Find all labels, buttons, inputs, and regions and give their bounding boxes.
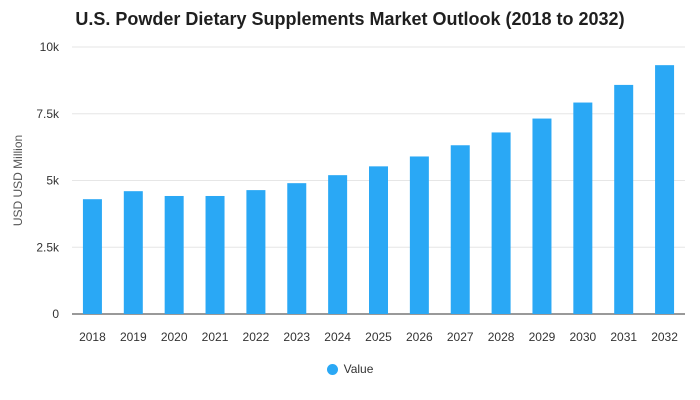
y-tick-label: 10k	[40, 40, 60, 54]
bar-2028[interactable]	[491, 132, 511, 314]
x-tick-label: 2021	[202, 330, 229, 344]
y-axis-title: USD USD Million	[11, 135, 25, 226]
legend-swatch-value	[326, 363, 338, 375]
bar-2022[interactable]	[246, 190, 266, 314]
bar-2024[interactable]	[328, 175, 348, 314]
bar-2032[interactable]	[655, 65, 675, 314]
x-axis-ticks: 2018 2019 2020 2021 2022 2023 2024 2025 2026 2027…	[79, 330, 678, 344]
bar-2025[interactable]	[369, 166, 388, 314]
x-tick-label: 2029	[529, 330, 556, 344]
x-tick-label: 2031	[610, 330, 637, 344]
y-axis-ticks: 0 2.5k 5k 7.5k 10k	[36, 40, 60, 321]
bar-2029[interactable]	[532, 118, 552, 314]
y-tick-label: 7.5k	[36, 107, 60, 121]
bar-2021[interactable]	[205, 195, 225, 314]
bar-2026[interactable]	[409, 156, 429, 314]
chart-title: U.S. Powder Dietary Supplements Market O…	[75, 9, 625, 29]
bar-2023[interactable]	[287, 183, 307, 314]
bar-2020[interactable]	[164, 195, 184, 314]
y-tick-label: 0	[52, 307, 59, 321]
y-tick-label: 5k	[46, 174, 60, 188]
x-tick-label: 2018	[79, 330, 106, 344]
x-tick-label: 2032	[651, 330, 678, 344]
x-tick-label: 2024	[324, 330, 351, 344]
x-tick-label: 2025	[365, 330, 392, 344]
legend[interactable]: Value	[0, 362, 700, 376]
x-tick-label: 2023	[283, 330, 310, 344]
x-tick-label: 2030	[569, 330, 596, 344]
x-tick-label: 2027	[447, 330, 474, 344]
bar-2027[interactable]	[450, 145, 470, 314]
x-tick-label: 2020	[161, 330, 188, 344]
bar-2019[interactable]	[123, 191, 143, 314]
x-tick-label: 2026	[406, 330, 433, 344]
x-tick-label: 2028	[488, 330, 515, 344]
bar-2018[interactable]	[82, 199, 102, 314]
bar-2031[interactable]	[614, 84, 634, 314]
legend-label-value: Value	[343, 362, 374, 376]
bars	[82, 65, 675, 314]
y-tick-label: 2.5k	[36, 240, 60, 254]
x-tick-label: 2022	[243, 330, 270, 344]
x-tick-label: 2019	[120, 330, 147, 344]
bar-2030[interactable]	[573, 102, 593, 314]
